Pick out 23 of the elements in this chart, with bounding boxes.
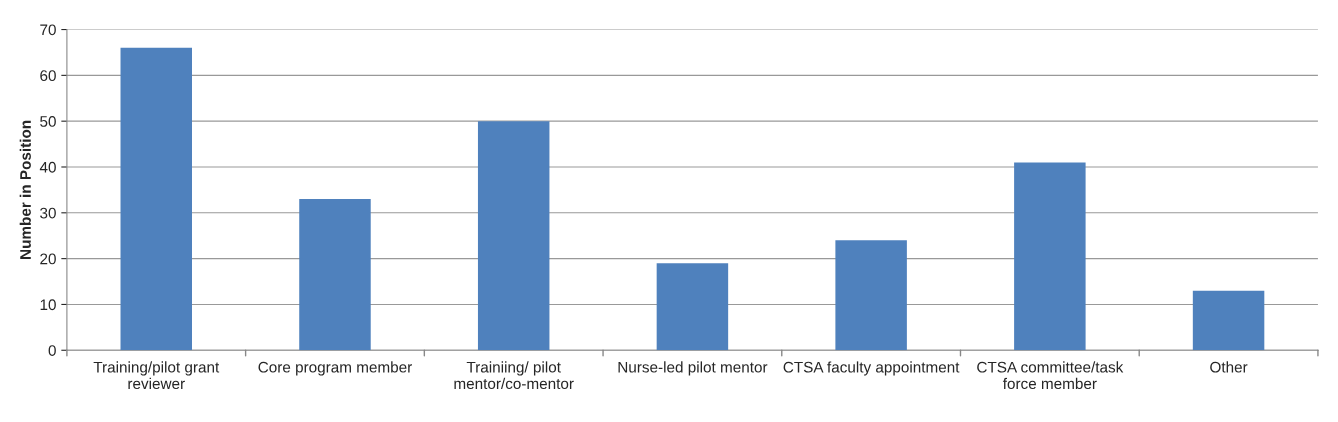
bar xyxy=(299,199,371,351)
bar xyxy=(120,47,192,351)
x-tick-label: Other xyxy=(1210,361,1248,373)
bar xyxy=(1014,162,1086,351)
y-axis-title: Number in Position xyxy=(19,120,31,259)
x-tick-label: Trainiing/ pilot mentor/co-mentor xyxy=(454,361,574,390)
y-tick-label: 40 xyxy=(39,161,56,173)
x-tick-label: CTSA faculty appointment xyxy=(783,361,960,376)
bar xyxy=(1192,290,1265,351)
x-tick-label: Core program member xyxy=(258,361,412,376)
y-tick-label: 70 xyxy=(40,24,56,36)
bar xyxy=(477,121,550,351)
x-tick-label: Nurse-led pilot mentor xyxy=(618,361,768,376)
x-tick-label: Training/pilot grant reviewer xyxy=(93,361,220,390)
y-tick-label: 20 xyxy=(40,253,56,265)
y-tick-label: 50 xyxy=(40,116,56,127)
y-tick-label: 10 xyxy=(40,299,56,311)
x-tick-label: CTSA committee/task force member xyxy=(977,361,1124,390)
bar xyxy=(656,263,729,351)
y-tick-label: 60 xyxy=(40,70,56,82)
bar xyxy=(835,240,907,351)
y-tick-label: 0 xyxy=(48,345,56,356)
y-tick-label: 30 xyxy=(40,207,56,219)
